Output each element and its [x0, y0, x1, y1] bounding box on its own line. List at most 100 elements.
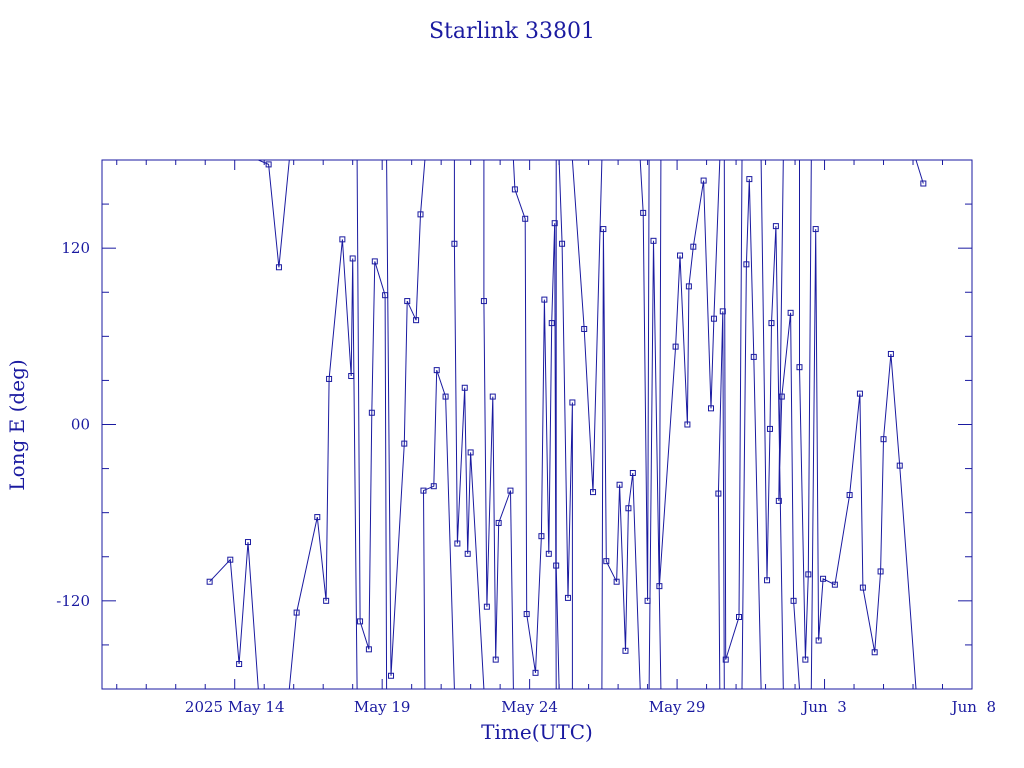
x-axis: 2025 May 14 May 19 May 24 May 29 Jun 3 Jun 8 [116, 160, 996, 716]
data-point [871, 649, 878, 656]
data-point [388, 672, 395, 679]
series-layer [206, 159, 927, 690]
data-point [483, 603, 490, 610]
data-point [815, 637, 822, 644]
data-point [564, 594, 571, 601]
data-point [672, 343, 679, 350]
data-point [600, 226, 607, 233]
x-tick-label: May 29 [649, 698, 706, 716]
y-axis-label: Long E (deg) [5, 359, 29, 490]
data-point [417, 211, 424, 218]
data-point [227, 556, 234, 563]
x-tick-label: May 24 [501, 698, 558, 716]
data-point [846, 492, 853, 499]
data-point [339, 236, 346, 243]
data-point [613, 578, 620, 585]
data-point [640, 209, 647, 216]
data-point [622, 647, 629, 654]
data-point [650, 237, 657, 244]
data-point [790, 597, 797, 604]
data-point [382, 292, 389, 299]
data-point [802, 656, 809, 663]
data-point [492, 656, 499, 663]
data-point [511, 186, 518, 193]
data-point [700, 177, 707, 184]
data-point [581, 325, 588, 332]
data-point [629, 469, 636, 476]
data-point [404, 298, 411, 305]
x-tick-label: May 19 [354, 698, 411, 716]
data-point [464, 550, 471, 557]
data-point [644, 597, 651, 604]
data-point [545, 550, 552, 557]
data-point [569, 399, 576, 406]
data-point [275, 264, 282, 271]
data-point [820, 575, 827, 582]
data-point [236, 661, 243, 668]
x-tick-label: Jun 8 [950, 698, 996, 716]
data-point [715, 490, 722, 497]
data-point [349, 255, 356, 262]
data-point [371, 258, 378, 265]
data-point [293, 609, 300, 616]
data-point [559, 240, 566, 247]
data-point [451, 240, 458, 247]
data-point [365, 646, 372, 653]
data-point [880, 436, 887, 443]
data-point [856, 390, 863, 397]
data-point [507, 487, 514, 494]
data-point [603, 558, 610, 565]
data-point [746, 176, 753, 183]
data-point [877, 568, 884, 575]
data-point [401, 440, 408, 447]
data-point [685, 283, 692, 290]
y-tick-label: 120 [61, 239, 90, 257]
data-point [413, 317, 420, 324]
data-point [616, 481, 623, 488]
data-point [265, 161, 272, 168]
data-point [523, 611, 530, 618]
data-point [719, 308, 726, 315]
data-point [708, 405, 714, 412]
data-point [454, 540, 461, 547]
data-point [357, 618, 364, 625]
data-point [656, 583, 663, 590]
data-point [314, 514, 321, 521]
data-point [677, 252, 684, 259]
series-line [209, 159, 924, 690]
data-point [522, 215, 529, 222]
data-point [796, 364, 803, 371]
data-point [684, 421, 691, 428]
y-tick-label: -120 [56, 592, 90, 610]
data-point [775, 497, 782, 504]
data-point [590, 489, 597, 496]
data-point [553, 562, 560, 569]
data-point [764, 577, 771, 584]
data-point [812, 226, 819, 233]
data-point [538, 533, 545, 540]
data-point [323, 597, 330, 604]
data-point [532, 669, 539, 676]
y-tick-label: 00 [71, 416, 90, 434]
y-axis: 120 00 -120 [56, 159, 972, 690]
data-point [541, 296, 548, 303]
data-point [736, 613, 743, 620]
data-point [551, 220, 558, 227]
data-point [326, 375, 333, 382]
data-point [887, 350, 894, 357]
data-point [348, 373, 355, 380]
data-point [766, 425, 773, 432]
data-point [548, 320, 555, 327]
data-point [430, 483, 437, 490]
data-point [442, 393, 449, 400]
data-point [859, 584, 866, 591]
data-point [467, 449, 474, 456]
plot-frame [101, 159, 973, 690]
data-point [710, 315, 717, 322]
data-point [368, 409, 375, 416]
x-tick-label: 2025 May 14 [185, 698, 285, 716]
data-point [480, 298, 487, 305]
data-point [722, 656, 729, 663]
data-point [495, 519, 502, 526]
